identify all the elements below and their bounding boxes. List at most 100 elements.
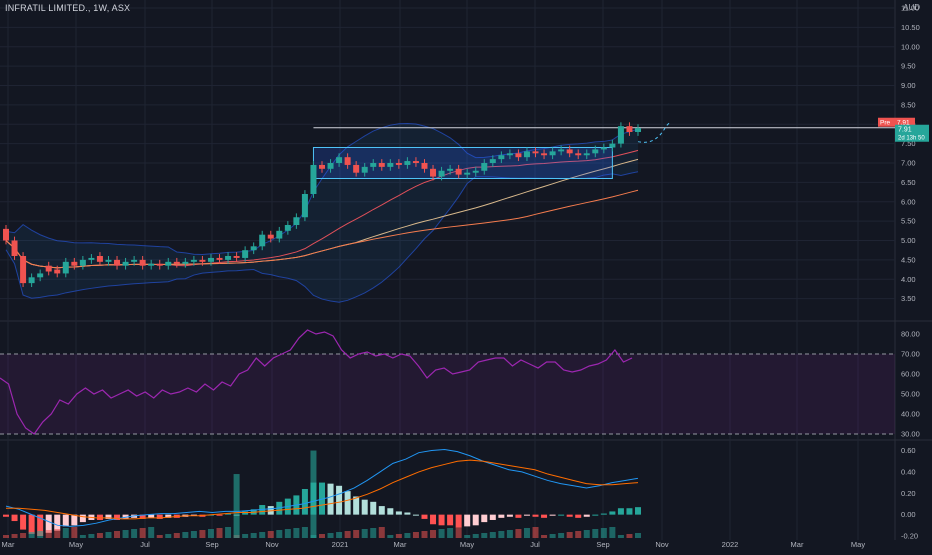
candle-body [293, 217, 300, 225]
candle-body [327, 163, 334, 169]
macd-histogram-bar [549, 514, 556, 516]
candle-body [105, 259, 112, 262]
volume-bar [361, 529, 368, 538]
candle-body [96, 256, 103, 262]
candle-body [319, 164, 325, 169]
volume-bar [566, 532, 573, 538]
macd-histogram-bar [301, 489, 308, 515]
macd-histogram-bar [481, 514, 488, 523]
volume-bar [412, 532, 419, 538]
x-tick-label: May [69, 540, 83, 549]
volume-bar [575, 531, 582, 538]
volume-bar [88, 534, 95, 538]
volume-bar [438, 529, 445, 538]
x-tick-label: Mar [791, 540, 804, 549]
volume-bar [190, 531, 197, 538]
volume-bar [165, 534, 172, 538]
pre-tag-label: Pre [880, 120, 891, 127]
candle-body [71, 261, 78, 266]
candle-body [617, 126, 624, 144]
x-tick-label: Sep [596, 540, 609, 549]
macd-tick-label: 0.40 [901, 467, 916, 476]
macd-histogram-bar [498, 514, 505, 518]
rsi-tick-label: 30.00 [901, 430, 920, 439]
macd-tick-label: 0.20 [901, 489, 916, 498]
candle-body [28, 277, 35, 284]
price-tick-label: 6.50 [901, 178, 916, 187]
volume-bar [156, 535, 163, 538]
macd-histogram-bar [114, 514, 121, 520]
macd-tick-label: 0.00 [901, 510, 916, 519]
candle-body [114, 259, 121, 266]
volume-bar [267, 531, 274, 538]
rsi-line [0, 329, 633, 435]
macd-histogram-bar [600, 513, 607, 515]
candle-body [472, 170, 479, 173]
macd-histogram-bar [336, 485, 343, 515]
price-tick-label: 4.50 [901, 255, 916, 264]
volume-bar [37, 531, 44, 538]
candle-body [88, 257, 95, 260]
volume-bar [301, 527, 308, 538]
candle-body [626, 126, 633, 132]
rsi-tick-label: 80.00 [901, 330, 920, 339]
volume-bar [105, 532, 112, 538]
candle-body [447, 168, 454, 171]
candle-body [549, 151, 556, 156]
candle-body [207, 257, 214, 262]
volume-bar [344, 531, 351, 538]
candle-body [515, 153, 522, 158]
volume-bar [609, 527, 616, 538]
macd-histogram-bar [626, 508, 633, 515]
macd-histogram-bar [609, 511, 616, 515]
macd-histogram-bar [489, 514, 496, 520]
candle-body [182, 261, 189, 264]
macd-histogram-bar [344, 491, 351, 515]
x-tick-label: Jul [530, 540, 540, 549]
macd-tick-label: 0.60 [901, 446, 916, 455]
last-price-bg [895, 124, 929, 142]
volume-bar [447, 528, 454, 538]
macd-histogram-bar [79, 514, 86, 523]
macd-histogram-bar [225, 513, 232, 515]
macd-histogram-bar [592, 514, 599, 516]
volume-spike-bar [233, 474, 240, 538]
candle-body [139, 259, 146, 266]
moving-average-100 [5, 189, 639, 269]
price-tick-label: 3.50 [901, 294, 916, 303]
macd-histogram-bar [37, 514, 44, 536]
macd-histogram-bar [583, 514, 590, 517]
volume-bar [3, 535, 9, 538]
volume-bar [71, 527, 78, 538]
candle-body [592, 149, 599, 154]
volume-bar [617, 535, 624, 538]
candle-body [20, 256, 27, 284]
candle-body [54, 269, 61, 274]
candle-body [310, 164, 317, 194]
volume-bar [583, 530, 590, 538]
candle-body [344, 157, 351, 165]
volume-bar [11, 534, 18, 538]
price-tick-label: 4.00 [901, 275, 916, 284]
volume-bar [62, 528, 69, 538]
macd-histogram-bar [447, 514, 454, 526]
price-tick-label: 9.00 [901, 81, 916, 90]
candle-body [336, 157, 343, 163]
rsi-band-fill [0, 354, 895, 434]
x-tick-label: 2021 [332, 540, 349, 549]
x-tick-label: Jul [140, 540, 150, 549]
x-tick-label: Nov [655, 540, 669, 549]
volume-bar [592, 529, 599, 538]
macd-histogram-bar [532, 514, 539, 517]
candle-body [216, 257, 223, 260]
candle-body [481, 163, 488, 171]
volume-bar [259, 532, 266, 538]
macd-histogram-bar [506, 514, 513, 517]
macd-histogram-bar [11, 514, 18, 522]
x-tick-label: Nov [265, 540, 279, 549]
candle-body [395, 163, 402, 165]
rsi-tick-label: 50.00 [901, 390, 920, 399]
macd-histogram-bar [62, 514, 69, 527]
